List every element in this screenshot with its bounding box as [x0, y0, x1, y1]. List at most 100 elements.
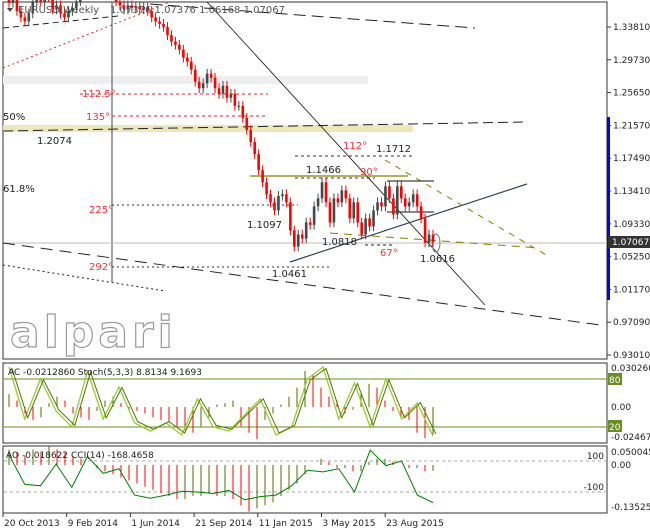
candle-body [296, 234, 300, 247]
angle-90-label: 90° [360, 167, 378, 178]
candle-body [142, 6, 146, 10]
candle-body [344, 190, 348, 199]
candle-body [130, 5, 134, 8]
candle-body [265, 182, 268, 195]
candle-body [407, 202, 411, 207]
alpari-watermark: alpari [10, 307, 177, 358]
candle-body [356, 202, 360, 223]
candle-body [193, 69, 197, 82]
ao-tick-label: -0.135252 [611, 503, 650, 513]
candle-body [324, 182, 328, 203]
candle-body [340, 190, 344, 203]
highlight-ellipse [431, 233, 441, 253]
candle-body [205, 73, 209, 84]
candle-body [79, 0, 82, 2]
candle-body [316, 198, 320, 207]
candle-body [403, 198, 407, 207]
stoch-level-badge [608, 373, 622, 385]
stoch-main-line [11, 367, 437, 435]
candle-body [253, 142, 256, 155]
candle-body [209, 73, 213, 78]
price-label-1-1712: 1.1712 [376, 144, 411, 155]
candle-body [118, 1, 122, 6]
candle-body [23, 17, 27, 22]
candle-body [245, 117, 249, 130]
candle-body [134, 6, 138, 8]
candle-body [293, 230, 296, 247]
annotations: 50% 61.8% 112.5° 135° 225° 292° 112° 90°… [3, 89, 455, 280]
candle-body [71, 7, 74, 12]
price-tick-label: 1.09330 [613, 220, 650, 230]
candle-body [43, 0, 46, 2]
price-label-1-1097: 1.1097 [247, 220, 282, 231]
candle-body [352, 202, 356, 219]
price-tick-label: 1.33810 [613, 23, 650, 33]
candle-body [67, 11, 70, 18]
price-label-1-2074: 1.2074 [37, 136, 72, 147]
fib-618-label: 61.8% [3, 184, 35, 195]
stoch-level-label: 80 [609, 376, 621, 386]
candle-body [328, 202, 332, 223]
chart-menu-triangle-icon[interactable] [7, 8, 13, 12]
candle-body [114, 0, 118, 2]
chart-symbol: EURUSD,Weekly [18, 5, 99, 16]
candle-body [75, 1, 78, 8]
candle-body [289, 202, 292, 231]
candle-body [31, 1, 35, 14]
price-axis[interactable]: 1.33810 1.29730 1.25650 1.21570 1.17490 1.134… [607, 23, 650, 361]
price-tick-label: 1.01170 [613, 285, 650, 295]
candle-body [419, 206, 423, 219]
ao-cci-pane [2, 445, 608, 514]
stoch-level-label: 20 [609, 423, 621, 433]
candle-body [237, 105, 241, 107]
candle-body [241, 105, 245, 118]
price-tick-label: 1.13410 [613, 187, 650, 197]
time-tick-label: 23 Aug 2015 [386, 519, 444, 529]
angle-135-label: 135° [86, 112, 110, 123]
candle-body [63, 13, 66, 18]
trendline [2, 264, 166, 292]
candle-body [15, 0, 19, 12]
time-tick-label: 3 May 2015 [323, 519, 376, 529]
candle-body [415, 194, 419, 207]
candle-body [336, 198, 340, 203]
candle-body [368, 218, 371, 227]
gray-zone [3, 76, 368, 84]
candle-body [277, 195, 280, 211]
ao-tick-label: 0.050045 [611, 448, 650, 458]
candle-body [158, 21, 161, 24]
angle-225-label: 225° [89, 205, 113, 216]
main-pane [2, 1, 608, 360]
candle-body [257, 154, 260, 171]
time-tick-label: 20 Oct 2013 [4, 519, 60, 529]
time-tick-label: 11 Jan 2015 [259, 519, 313, 529]
candle-body [423, 218, 427, 243]
cci-level-label: 100 [587, 452, 604, 462]
ac-tick-label: 0.030260 [611, 364, 650, 374]
candle-body [376, 202, 379, 211]
candle-body [146, 6, 149, 12]
candle-body [427, 234, 431, 243]
candle-body [189, 61, 193, 70]
candle-body [154, 17, 157, 22]
candle-body [35, 0, 39, 2]
candle-body [261, 170, 264, 183]
candle-body [217, 88, 221, 94]
stoch-level-badge [608, 420, 622, 432]
candle-body [360, 222, 363, 235]
candle-body [304, 222, 308, 239]
candle-body [308, 222, 312, 225]
candle-body [174, 41, 177, 45]
candle-body [170, 35, 173, 42]
time-tick-label: 1 Jun 2014 [131, 519, 180, 529]
current-price-marker [608, 236, 650, 248]
candle-body [312, 206, 316, 225]
candle-body [126, 5, 130, 10]
candle-body [233, 93, 237, 106]
time-tick-label: 9 Feb 2014 [68, 519, 119, 529]
candle-body [396, 186, 399, 215]
candle-body [197, 81, 201, 89]
time-axis[interactable]: 20 Oct 2013 9 Feb 2014 1 Jun 2014 21 Sep 20… [2, 513, 444, 529]
